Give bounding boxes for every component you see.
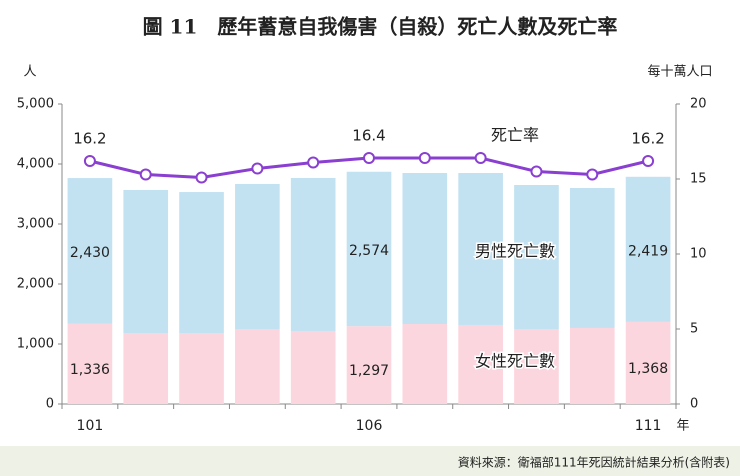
bar bbox=[346, 171, 392, 327]
bar bbox=[179, 192, 224, 334]
x-tick-label: 101 bbox=[77, 418, 104, 434]
bar bbox=[179, 333, 224, 404]
rate-point bbox=[418, 152, 431, 164]
bar bbox=[290, 177, 336, 331]
bar bbox=[67, 323, 113, 404]
y2-tick-label: 15 bbox=[690, 172, 707, 187]
data-label: 2,419 bbox=[628, 243, 668, 259]
bar bbox=[458, 173, 503, 325]
y2-tick-label: 0 bbox=[690, 397, 698, 412]
bar bbox=[625, 321, 671, 404]
rate-point bbox=[474, 152, 487, 164]
bar bbox=[346, 326, 392, 404]
y-axis-label: 人 bbox=[23, 65, 36, 80]
bar bbox=[123, 189, 169, 334]
data-label: 1,297 bbox=[349, 363, 389, 379]
bar bbox=[402, 324, 448, 404]
data-label: 16.4 bbox=[352, 127, 385, 145]
rate-point bbox=[363, 152, 375, 164]
x-axis-label: 年 bbox=[676, 419, 689, 434]
y2-axis-label: 每十萬人口 bbox=[647, 64, 712, 80]
bar bbox=[458, 324, 503, 404]
y-tick-label: 4,000 bbox=[17, 157, 54, 172]
data-label: 2,430 bbox=[70, 245, 110, 261]
data-label: 16.2 bbox=[631, 130, 664, 148]
bar bbox=[402, 173, 448, 325]
bar bbox=[123, 333, 169, 404]
chart-title: 圖 11 歷年蓄意自我傷害（自殺）死亡人數及死亡率 bbox=[143, 15, 618, 39]
data-label: 1,336 bbox=[70, 362, 110, 378]
y-tick-label: 1,000 bbox=[17, 337, 54, 352]
bar bbox=[290, 330, 336, 404]
bar bbox=[569, 188, 615, 328]
rate-point bbox=[642, 155, 655, 167]
bar bbox=[235, 329, 280, 404]
y-tick-label: 3,000 bbox=[17, 217, 54, 232]
bar bbox=[67, 178, 113, 324]
rate-point bbox=[195, 171, 208, 184]
source-note: 資料來源：衛福部111年死因統計結果分析(含附表) bbox=[458, 455, 730, 470]
bar bbox=[514, 329, 559, 404]
bar bbox=[514, 185, 559, 329]
y-tick-label: 2,000 bbox=[17, 277, 54, 292]
rate-point bbox=[139, 168, 152, 181]
rate-point bbox=[83, 155, 96, 167]
footer-band bbox=[0, 446, 740, 476]
bar bbox=[625, 176, 671, 322]
series-label: 女性死亡數 bbox=[475, 352, 555, 371]
y-tick-label: 5,000 bbox=[17, 97, 54, 112]
series-label: 死亡率 bbox=[491, 126, 539, 145]
data-label: 16.2 bbox=[73, 130, 106, 148]
data-label: 1,368 bbox=[628, 361, 668, 377]
rate-point bbox=[307, 156, 320, 169]
rate-point bbox=[586, 168, 599, 181]
series-label: 男性死亡數 bbox=[475, 242, 555, 261]
x-tick-label: 106 bbox=[356, 418, 383, 434]
bar bbox=[569, 327, 615, 404]
y-tick-label: 0 bbox=[46, 397, 54, 412]
x-tick-label: 111 bbox=[635, 418, 662, 434]
rate-point bbox=[251, 162, 264, 175]
bar bbox=[235, 183, 280, 329]
y2-tick-label: 20 bbox=[690, 97, 707, 112]
y2-tick-label: 10 bbox=[690, 247, 707, 262]
data-label: 2,574 bbox=[349, 243, 389, 259]
rate-point bbox=[530, 165, 543, 178]
y2-tick-label: 5 bbox=[690, 322, 698, 337]
